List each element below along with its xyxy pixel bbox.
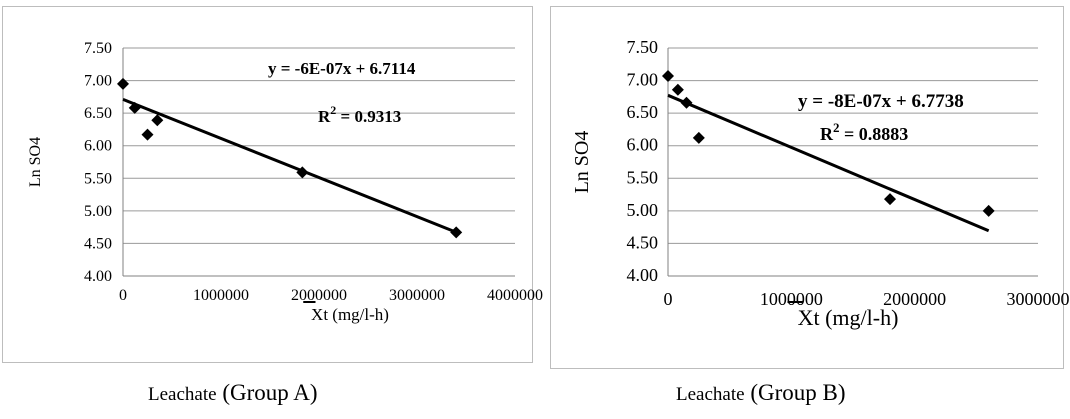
x-axis-title: Xt (mg/l-h) [798, 305, 899, 330]
caption-group: (Group B) [750, 380, 846, 405]
y-tick-label: 7.00 [627, 70, 659, 90]
data-point [450, 226, 463, 239]
y-tick-label: 5.50 [84, 170, 112, 187]
data-point [884, 193, 896, 206]
chart-panel-group-b: 4.00 4.50 5.00 5.50 6.00 6.50 7.00 7.50 0 1000000… [548, 0, 1070, 372]
chart-panel-group-a: 4.00 4.50 5.00 5.50 6.00 6.50 7.00 7.50 0 1000000… [0, 0, 543, 372]
r-squared-exponent: 2 [833, 120, 840, 135]
caption-group-a: Leachate (Group A) [148, 380, 318, 406]
y-tick-label: 4.50 [84, 235, 112, 252]
r-squared-exponent: 2 [330, 103, 336, 117]
caption-prefix: Leachate [676, 384, 745, 405]
x-tick-label: 1000000 [193, 287, 249, 304]
trendline [122, 97, 457, 234]
r-squared-value: = 0.8883 [840, 124, 909, 144]
y-tick-label: 4.00 [627, 265, 659, 285]
y-tick-label: 5.50 [627, 167, 659, 187]
y-tick-label: 7.00 [84, 73, 112, 90]
y-tick-label: 6.00 [84, 138, 112, 155]
r-squared-label: R2 = 0.9313 [318, 103, 401, 126]
data-point [671, 83, 684, 96]
data-point [982, 204, 995, 217]
caption-group-b: Leachate (Group B) [676, 380, 846, 406]
chart-svg-group-b: 4.00 4.50 5.00 5.50 6.00 6.50 7.00 7.50 0 1000000… [571, 37, 1070, 330]
data-point [662, 70, 674, 83]
data-point [692, 131, 705, 144]
y-tick-label: 7.50 [84, 40, 112, 57]
x-axis-title: Xt (mg/l-h) [311, 305, 389, 324]
r-squared-value: = 0.9313 [336, 107, 401, 126]
x-tick-label: 0 [119, 287, 127, 304]
x-tick-label: 2000000 [291, 287, 347, 304]
y-axis-title: Ln SO4 [571, 131, 593, 194]
x-tick-label: 0 [664, 289, 673, 309]
plot-area [668, 48, 1038, 276]
x-tick-label: 4000000 [487, 287, 543, 304]
data-point [680, 96, 693, 109]
trendline [667, 93, 990, 233]
y-tick-label: 6.00 [627, 135, 659, 155]
y-axis-title: Ln SO4 [27, 137, 44, 187]
r-squared-symbol: R [820, 124, 834, 144]
x-tick-label: 1000000 [760, 289, 823, 309]
y-tick-label: 5.00 [84, 203, 112, 220]
chart-svg-group-a: 4.00 4.50 5.00 5.50 6.00 6.50 7.00 7.50 0 1000000… [27, 40, 543, 324]
y-tick-label: 5.00 [627, 200, 659, 220]
data-point [117, 77, 129, 90]
data-point [128, 101, 141, 114]
plot-area [123, 48, 515, 276]
r-squared-symbol: R [318, 107, 331, 126]
y-tick-label: 6.50 [84, 105, 112, 122]
caption-prefix: Leachate [148, 384, 217, 405]
y-tick-label: 7.50 [627, 37, 659, 57]
caption-group: (Group A) [222, 380, 318, 405]
data-point [141, 128, 154, 141]
data-point [296, 166, 309, 179]
y-tick-label: 6.50 [627, 102, 659, 122]
x-tick-label: 3000000 [389, 287, 445, 304]
trendline-equation: y = -8E-07x + 6.7738 [798, 91, 964, 112]
y-tick-label: 4.00 [84, 268, 112, 285]
y-tick-label: 4.50 [627, 232, 659, 252]
x-tick-label: 3000000 [1007, 289, 1070, 309]
trendline-equation: y = -6E-07x + 6.7114 [268, 59, 416, 78]
r-squared-label: R2 = 0.8883 [820, 120, 908, 144]
data-point [151, 114, 164, 127]
x-tick-label: 2000000 [883, 289, 946, 309]
